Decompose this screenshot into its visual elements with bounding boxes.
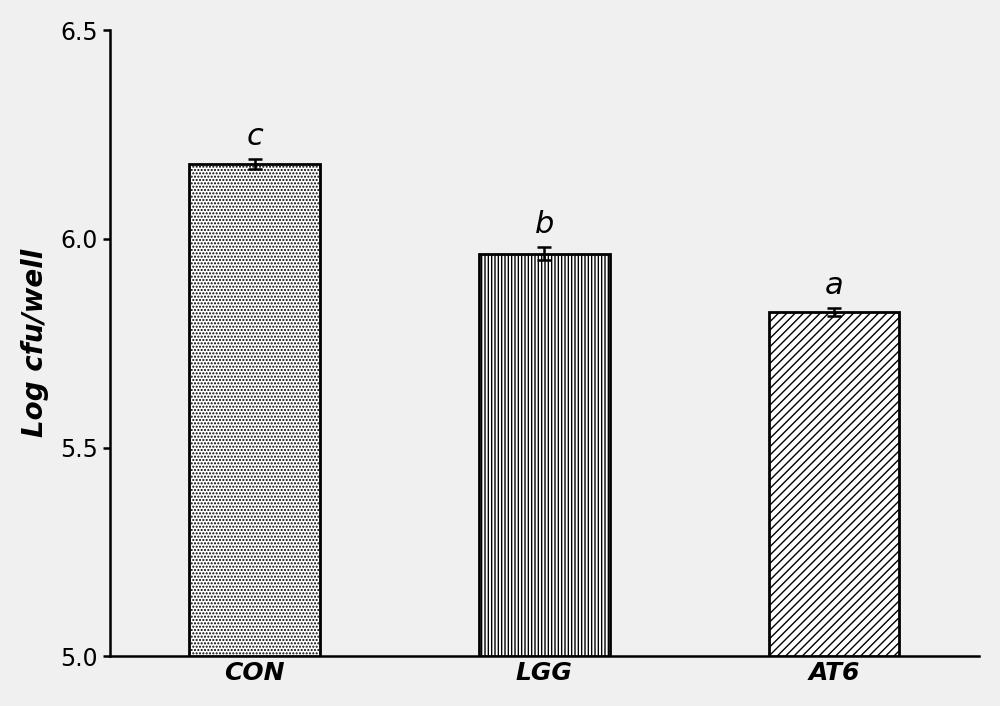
Text: a: a xyxy=(825,270,844,299)
Bar xyxy=(769,312,899,657)
Text: b: b xyxy=(535,210,554,239)
Text: c: c xyxy=(246,121,263,150)
Bar xyxy=(189,164,320,657)
Bar xyxy=(479,253,610,657)
Y-axis label: Log cfu/well: Log cfu/well xyxy=(21,249,49,438)
